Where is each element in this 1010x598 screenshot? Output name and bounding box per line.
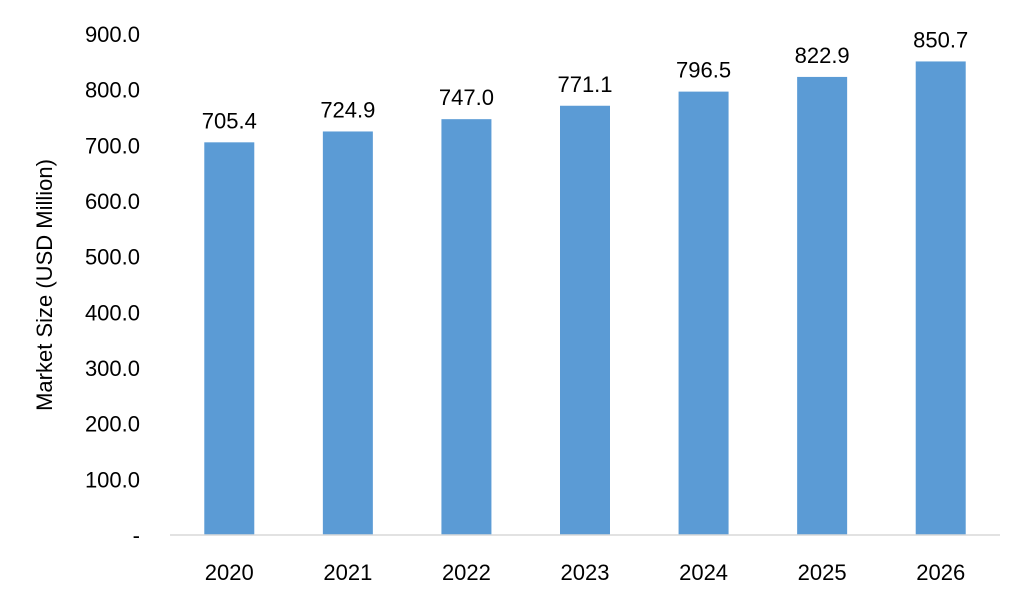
data-label: 771.1 [557, 72, 612, 97]
y-tick-label: 700.0 [85, 133, 140, 158]
y-tick-label: 200.0 [85, 412, 140, 437]
y-tick-label: 400.0 [85, 300, 140, 325]
data-label: 850.7 [913, 27, 968, 52]
y-tick-label: 100.0 [85, 467, 140, 492]
y-tick-label: 300.0 [85, 356, 140, 381]
x-tick-label: 2024 [679, 560, 728, 585]
data-label: 747.0 [439, 85, 494, 110]
y-tick-label: - [133, 523, 140, 548]
bar [441, 119, 492, 536]
bar [322, 131, 373, 535]
x-tick-label: 2025 [798, 560, 847, 585]
bar [560, 105, 610, 535]
x-tick-label: 2021 [323, 560, 372, 585]
bars [204, 61, 966, 536]
bar [678, 91, 729, 536]
data-label: 724.9 [320, 97, 375, 122]
data-label: 705.4 [202, 108, 257, 133]
x-tick-label: 2022 [442, 560, 491, 585]
bar [915, 61, 966, 536]
data-label: 796.5 [676, 58, 731, 83]
y-tick-label: 500.0 [85, 245, 140, 270]
y-axis-title: Market Size (USD Million) [32, 159, 57, 411]
x-tick-label: 2026 [916, 560, 965, 585]
bar [204, 142, 255, 535]
y-tick-label: 600.0 [85, 189, 140, 214]
y-axis-ticks: - 100.0 200.0 300.0 400.0 500.0 600.0 700.0 800.… [85, 22, 140, 548]
data-label: 822.9 [795, 43, 850, 68]
x-tick-label: 2023 [561, 560, 610, 585]
bar [797, 76, 848, 535]
x-tick-label: 2020 [205, 560, 254, 585]
data-labels: 705.4 724.9 747.0 771.1 796.5 822.9 850.7 [202, 27, 968, 133]
x-axis-ticks: 2020 2021 2022 2023 2024 2025 2026 [205, 560, 965, 585]
y-tick-label: 900.0 [85, 22, 140, 47]
y-tick-label: 800.0 [85, 78, 140, 103]
